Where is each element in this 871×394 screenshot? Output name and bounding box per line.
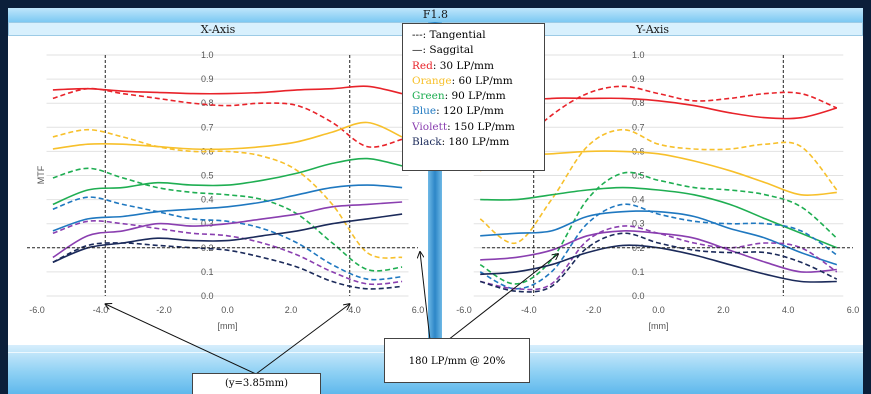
y-tick-label: 0.9 [632,74,645,84]
y-tick-label: 0.1 [632,267,645,277]
annotation-arrow [420,252,431,341]
x-axis-plot-panel [8,36,428,345]
x-tick-label: -4.0 [93,305,109,315]
x-tick-label: -6.0 [29,305,45,315]
legend-color-name: Orange [412,74,452,87]
legend-color-name: Red [412,59,433,72]
y-tick-label: 0.4 [632,195,645,205]
x-tick-label: 4.0 [782,305,795,315]
annotation-arrows [105,252,558,375]
y-tick-label: 0.8 [632,98,645,108]
legend-frequency: : 60 LP/mm [451,74,513,87]
legend-item-orange: Orange: 60 LP/mm [412,74,544,89]
legend-item-green: Green: 90 LP/mm [412,89,544,104]
series-black-tangential [479,232,838,293]
y-tick-label: 0.5 [632,171,645,181]
legend-frequency: : 180 LP/mm [441,136,510,149]
series-green-saggital [480,186,838,249]
series-violett-tangential [52,220,403,286]
position-callout: (y=3.85mm) [192,373,321,394]
y-tick-label: 0.6 [201,146,214,156]
series-blue-saggital [52,184,403,232]
series-orange-tangential [52,128,403,259]
y-tick-label: 1.0 [201,50,214,60]
x-tick-label: 0.0 [652,305,665,315]
series-black-tangential [52,242,403,290]
x-axis-label: [mm] [649,321,669,331]
legend-item-blue: Blue: 120 LP/mm [412,104,544,119]
legend-color-name: Blue [412,105,437,118]
y-tick-label: 0.1 [201,267,214,277]
legend-color-name: Violett [412,120,448,133]
x-tick-label: -6.0 [456,305,472,315]
y-tick-label: 0.5 [201,171,214,181]
y-axis-panel-title: Y-Axis [442,22,863,36]
y-tick-label: 0.3 [632,219,645,229]
legend-tangential: ---: Tangential [412,29,486,41]
x-tick-label: 6.0 [847,305,860,315]
series-orange-saggital [52,121,403,151]
y-tick-label: 0.3 [201,219,214,229]
series-violett-saggital [480,230,837,273]
series-green-tangential [479,171,838,285]
y-tick-label: 1.0 [632,50,645,60]
y-tick-label: 0.9 [201,74,214,84]
y-axis-label: MTF [36,165,46,184]
chart-title: F1.8 [422,8,449,21]
annotation-arrow [447,254,558,341]
y-tick-label: 0.0 [632,291,645,301]
legend-frequency: : 90 LP/mm [444,90,506,103]
legend-frequency: : 120 LP/mm [436,105,504,118]
x-tick-label: -4.0 [521,305,537,315]
series-orange-tangential [479,128,838,244]
series-red-tangential [52,87,403,148]
y-tick-label: 0.0 [201,291,214,301]
x-axis-chart: 0.00.10.20.30.40.50.60.70.80.91.0-6.0 -4.… [27,50,424,331]
annotation-arrow [105,304,257,375]
legend-item-black: Black: 180 LP/mm [412,135,544,150]
annotation-arrow [255,304,350,375]
legend-item-violett: Violett: 150 LP/mm [412,120,544,135]
x-tick-label: 4.0 [348,305,361,315]
legend: ---: Tangential —: Saggital Red: 30 LP/m… [402,23,545,171]
x-tick-label: 2.0 [285,305,298,315]
y-tick-label: 0.8 [201,98,214,108]
series-green-tangential [52,167,403,272]
x-axis-label: [mm] [218,321,238,331]
x-tick-label: 2.0 [717,305,730,315]
x-tick-label: 6.0 [412,305,425,315]
x-tick-label: -2.0 [586,305,602,315]
x-tick-label: 0.0 [221,305,234,315]
series-green-saggital [52,157,403,206]
legend-color-name: Black [412,136,442,149]
y-tick-label: 0.4 [201,195,214,205]
legend-saggital: —: Saggital [412,44,474,57]
series-blue-tangential [479,203,838,290]
threshold-callout: 180 LP/mm @ 20% [384,338,530,383]
title-band [8,8,863,22]
y-tick-label: 0.7 [201,122,214,132]
legend-frequency: : 30 LP/mm [432,59,494,72]
legend-frequency: : 150 LP/mm [447,120,515,133]
x-tick-label: -2.0 [156,305,172,315]
series-blue-saggital [480,210,838,266]
legend-item-red: Red: 30 LP/mm [412,59,544,74]
y-tick-label: 0.7 [632,122,645,132]
legend-color-name: Green [412,90,445,103]
series-red-saggital [52,85,403,95]
series-black-saggital [52,213,403,264]
series-blue-tangential [52,196,403,281]
series-violett-tangential [480,225,838,291]
series-violett-saggital [52,201,403,259]
